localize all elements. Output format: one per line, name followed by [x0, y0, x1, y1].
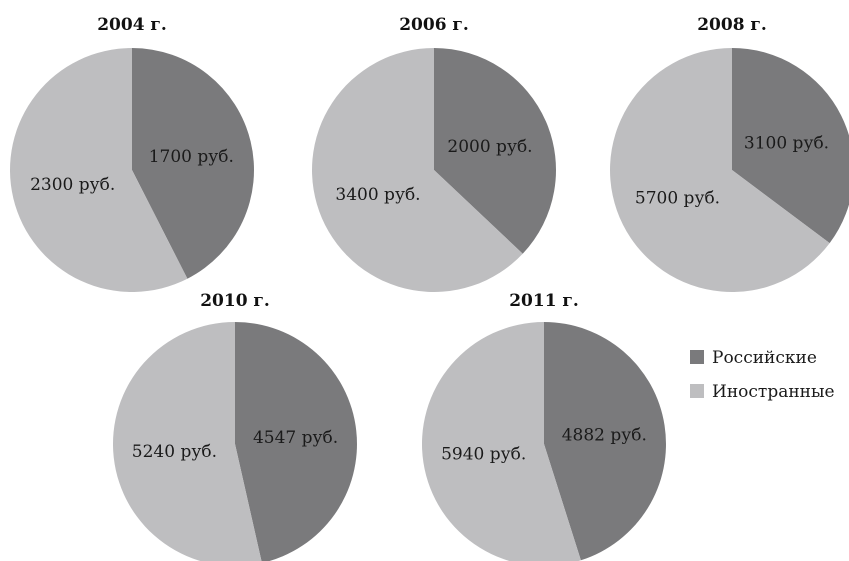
legend-label-foreign: Иностранные	[712, 382, 835, 402]
slice-label-russian-2011: 4882 руб.	[562, 426, 647, 446]
pie-slice-foreign-2010	[112, 322, 262, 561]
pie-title-2006: 2006 г.	[399, 15, 469, 35]
slice-label-foreign-2010: 5240 руб.	[132, 442, 217, 462]
pie-slice-russian-2010	[235, 322, 357, 561]
legend-swatch-foreign	[690, 384, 704, 398]
legend: Российские Иностранные	[690, 348, 835, 402]
slice-label-russian-2008: 3100 руб.	[744, 134, 829, 154]
legend-item-foreign: Иностранные	[690, 382, 835, 402]
pie-slice-russian-2006	[434, 48, 556, 254]
pie-slice-russian-2008	[732, 48, 849, 244]
pie-slice-foreign-2006	[311, 48, 523, 292]
slice-label-russian-2004: 1700 руб.	[149, 147, 234, 167]
slice-label-russian-2010: 4547 руб.	[253, 428, 338, 448]
legend-swatch-russian	[690, 350, 704, 364]
pie-2010: 2010 г. 4547 руб. 5240 руб.	[112, 291, 357, 561]
legend-item-russian: Российские	[690, 348, 817, 368]
pie-charts: 2004 г. 1700 руб. 2300 руб. 2006 г. 2000 руб…	[9, 15, 849, 561]
pie-title-2011: 2011 г.	[509, 291, 579, 311]
slice-label-foreign-2008: 5700 руб.	[635, 188, 720, 208]
pie-slice-russian-2011	[544, 322, 666, 561]
pie-slice-foreign-2004	[9, 48, 188, 292]
pie-title-2008: 2008 г.	[697, 15, 767, 35]
pie-slice-russian-2004	[132, 48, 254, 279]
pie-2004: 2004 г. 1700 руб. 2300 руб.	[9, 15, 254, 292]
pie-title-2010: 2010 г.	[200, 291, 270, 311]
pie-title-2004: 2004 г.	[97, 15, 167, 35]
legend-label-russian: Российские	[712, 348, 817, 368]
slice-label-russian-2006: 2000 руб.	[447, 137, 532, 157]
pie-2011: 2011 г. 4882 руб. 5940 руб.	[421, 291, 666, 561]
pie-2008: 2008 г. 3100 руб. 5700 руб.	[610, 15, 849, 292]
slice-label-foreign-2004: 2300 руб.	[30, 175, 115, 195]
slice-label-foreign-2011: 5940 руб.	[441, 444, 526, 464]
pie-slice-foreign-2008	[610, 48, 830, 292]
slice-label-foreign-2006: 3400 руб.	[335, 185, 420, 205]
pie-slice-foreign-2011	[421, 322, 581, 561]
pie-2006: 2006 г. 2000 руб. 3400 руб.	[311, 15, 556, 292]
